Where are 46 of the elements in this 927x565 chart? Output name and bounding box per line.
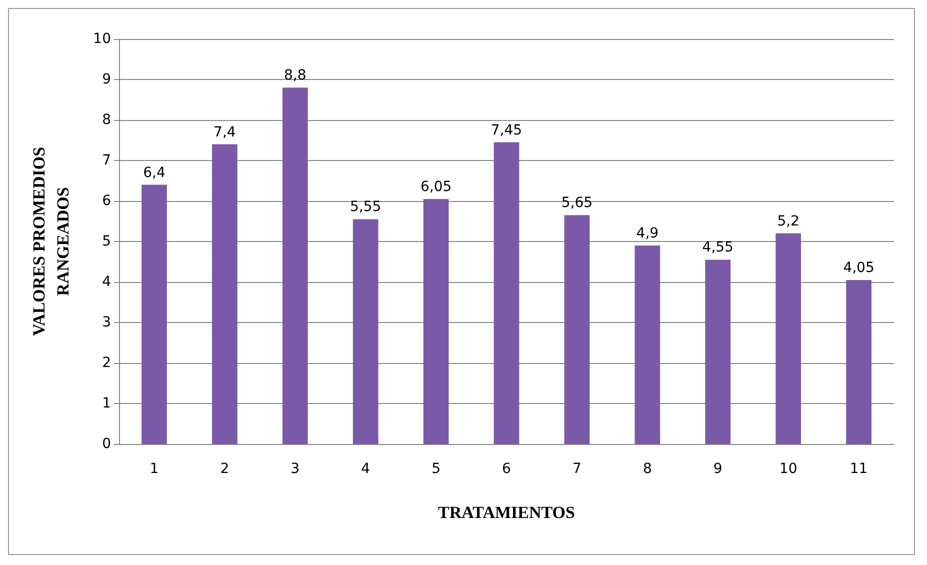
bar xyxy=(776,233,801,444)
y-tick-label: 6 xyxy=(102,193,112,209)
data-label: 5,2 xyxy=(777,213,800,230)
x-axis-title: TRATAMIENTOS xyxy=(438,503,575,522)
bar xyxy=(494,142,520,444)
y-tick-label: 9 xyxy=(102,72,111,88)
x-tick-label: 9 xyxy=(713,461,722,477)
bar xyxy=(564,215,590,444)
x-tick-label: 8 xyxy=(642,461,652,477)
data-label: 7,4 xyxy=(214,124,236,140)
bar xyxy=(352,219,378,444)
y-tick-label: 7 xyxy=(102,152,111,168)
x-tick-label: 7 xyxy=(572,461,582,477)
data-label: 8,8 xyxy=(284,68,306,84)
bar xyxy=(423,198,449,444)
y-tick-label: 2 xyxy=(102,355,111,371)
data-label: 6,05 xyxy=(420,178,452,195)
bar xyxy=(705,260,731,444)
y-axis-title: VALORES PROMEDIOS RANGEADOS xyxy=(30,146,72,336)
data-label: 4,9 xyxy=(636,226,659,242)
bar xyxy=(634,246,660,444)
x-tick-label: 3 xyxy=(290,461,300,477)
x-tick-label: 1 xyxy=(150,461,159,477)
data-label: 4,05 xyxy=(843,260,874,276)
y-tick-label: 1 xyxy=(102,396,111,412)
bar xyxy=(212,144,238,444)
y-tick-label: 5 xyxy=(102,234,111,250)
data-label: 5,65 xyxy=(561,195,593,212)
x-tick-label: 2 xyxy=(220,461,230,477)
x-tick-label: 10 xyxy=(779,461,798,477)
x-tick-label: 6 xyxy=(502,461,512,477)
data-label: 7,45 xyxy=(490,122,522,138)
y-tick-label: 0 xyxy=(102,436,111,452)
bar xyxy=(282,88,308,444)
data-label: 6,4 xyxy=(143,164,166,181)
data-label: 5,55 xyxy=(350,199,382,216)
y-tick-label: 3 xyxy=(102,314,111,330)
data-label: 4,55 xyxy=(702,240,734,256)
y-tick-label: 8 xyxy=(102,112,111,128)
x-tick-label: 4 xyxy=(361,461,370,477)
y-tick-label: 10 xyxy=(93,31,111,47)
bar xyxy=(846,280,872,444)
bar xyxy=(142,184,167,444)
x-tick-label: 11 xyxy=(850,461,868,477)
x-tick-label: 5 xyxy=(432,461,441,477)
y-tick-label: 4 xyxy=(102,274,112,290)
